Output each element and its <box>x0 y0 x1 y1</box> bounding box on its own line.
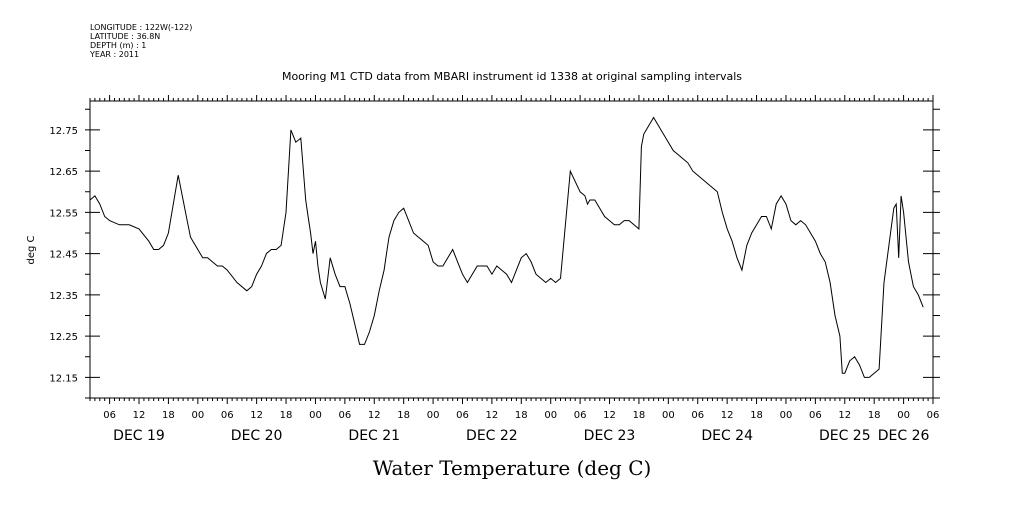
y-tick-label: 12.55 <box>49 208 78 219</box>
x-tick-label: 12 <box>721 410 734 421</box>
x-date-label: DEC 25 <box>819 428 871 444</box>
x-tick-label: 12 <box>603 410 616 421</box>
x-axis-ticks: 06 12 18 00 06 12 18 00 06 12 18 00 06 12 18 00 06 12 18 00… <box>103 410 939 421</box>
minor-ticks <box>85 95 940 404</box>
x-tick-label: 00 <box>427 410 440 421</box>
x-tick-label: 00 <box>662 410 675 421</box>
x-date-label: DEC 21 <box>348 428 400 444</box>
x-tick-label: 06 <box>691 410 704 421</box>
x-tick-label: 18 <box>750 410 763 421</box>
x-tick-label: 18 <box>397 410 410 421</box>
x-tick-label: 06 <box>809 410 822 421</box>
y-tick-label: 12.45 <box>49 250 78 261</box>
x-tick-label: 00 <box>544 410 557 421</box>
plot-frame <box>89 100 934 399</box>
x-tick-label: 18 <box>868 410 881 421</box>
x-date-label: DEC 19 <box>113 428 165 444</box>
x-tick-label: 12 <box>486 410 499 421</box>
x-tick-label: 12 <box>838 410 851 421</box>
header-year: YEAR : 2011 <box>89 50 139 59</box>
date-labels: DEC 19 DEC 20 DEC 21 DEC 22 DEC 23 DEC 24 DEC … <box>113 428 929 444</box>
x-tick-label: 00 <box>309 410 322 421</box>
x-tick-label: 18 <box>162 410 175 421</box>
x-tick-label: 18 <box>633 410 646 421</box>
x-tick-label: 06 <box>338 410 351 421</box>
x-tick-label: 12 <box>133 410 146 421</box>
x-tick-label: 00 <box>191 410 204 421</box>
chart-title: Mooring M1 CTD data from MBARI instrumen… <box>282 70 742 83</box>
x-tick-label: 06 <box>103 410 116 421</box>
x-tick-label: 18 <box>280 410 293 421</box>
x-tick-label: 06 <box>574 410 587 421</box>
header-longitude: LONGITUDE : 122W(-122) <box>90 23 192 32</box>
y-tick-label: 12.75 <box>49 126 78 137</box>
x-tick-label: 12 <box>250 410 263 421</box>
x-tick-label: 12 <box>368 410 381 421</box>
water-temperature-line <box>89 116 924 378</box>
x-tick-label: 06 <box>221 410 234 421</box>
x-tick-label: 06 <box>456 410 469 421</box>
y-axis-ticks: 12.15 12.25 12.35 12.45 12.55 12.65 12.75 <box>49 126 933 384</box>
x-date-label: DEC 24 <box>701 428 753 444</box>
header-depth: DEPTH (m) : 1 <box>90 41 146 50</box>
x-tick-label: 00 <box>897 410 910 421</box>
x-tick-label: 18 <box>515 410 528 421</box>
x-date-label: DEC 20 <box>231 428 283 444</box>
x-tick-label: 06 <box>927 410 940 421</box>
y-tick-label: 12.15 <box>49 373 78 384</box>
y-tick-label: 12.65 <box>49 167 78 178</box>
y-tick-label: 12.25 <box>49 332 78 343</box>
x-date-label: DEC 23 <box>584 428 636 444</box>
y-axis-label: deg C <box>26 235 37 264</box>
y-tick-label: 12.35 <box>49 291 78 302</box>
x-tick-label: 00 <box>780 410 793 421</box>
metadata-header: LONGITUDE : 122W(-122) LATITUDE : 36.8N … <box>89 23 192 59</box>
x-axis-label: Water Temperature (deg C) <box>373 456 652 480</box>
header-latitude: LATITUDE : 36.8N <box>90 32 160 41</box>
x-date-label: DEC 26 <box>878 428 930 444</box>
x-date-label: DEC 22 <box>466 428 518 444</box>
